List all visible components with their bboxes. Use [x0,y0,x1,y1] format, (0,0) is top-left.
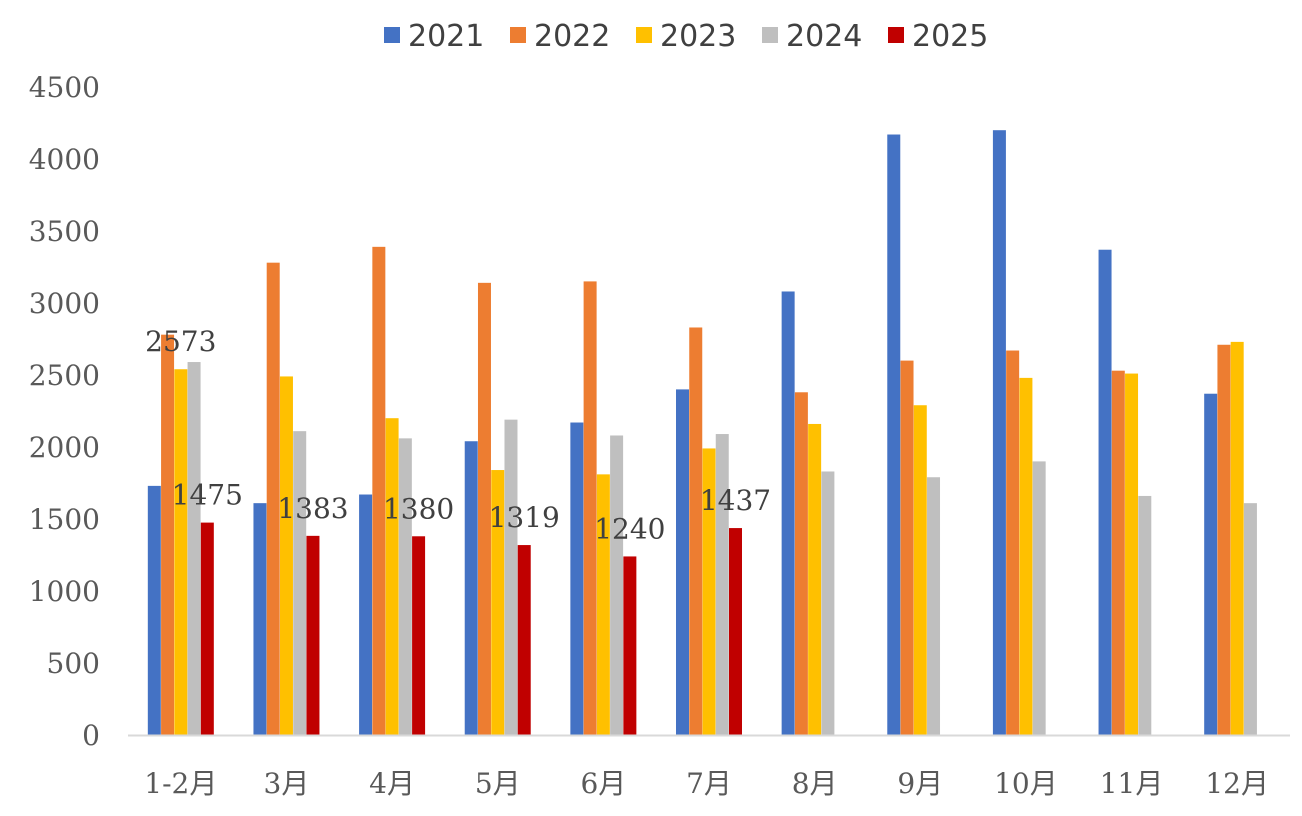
bar-2022 [266,262,280,735]
bar-2023 [491,470,505,735]
bar-2025 [517,545,531,735]
bar-2025 [412,536,426,735]
legend-swatch-2022 [510,27,526,43]
bar-2022 [161,334,175,735]
legend-label-2025: 2025 [912,19,988,54]
bar-2024 [398,438,412,735]
x-tick-label: 10月 [994,767,1058,800]
y-tick-label: 4500 [29,71,100,104]
bar-2025 [623,556,637,735]
bar-2024 [821,471,835,735]
bar-2024 [1032,461,1046,735]
y-tick-label: 2500 [29,359,100,392]
bar-2023 [1230,341,1244,735]
data-label: 1383 [277,492,348,525]
bar-2023 [174,369,188,735]
y-tick-label: 1500 [29,503,100,536]
legend-label-2024: 2024 [786,19,862,54]
bar-2023 [1019,377,1033,735]
bar-2024 [504,419,518,735]
x-tick-label: 1-2月 [144,767,217,800]
bar-2024 [610,435,624,735]
y-tick-label: 500 [47,647,100,680]
data-label: 1380 [383,492,454,525]
x-tick-label: 6月 [580,767,626,800]
bar-2024 [927,477,941,735]
bar-2022 [1217,344,1231,735]
bar-2021 [570,422,584,735]
data-label: 1240 [594,512,665,545]
y-tick-label: 3000 [29,287,100,320]
bar-2023 [385,418,399,735]
legend-swatch-2021 [384,27,400,43]
x-tick-label: 9月 [897,767,943,800]
legend-swatch-2024 [762,27,778,43]
y-axis: 0 500 1000 1500 2000 2500 3000 3500 4000 4500 [29,71,100,752]
y-tick-label: 2000 [29,431,100,464]
data-labels: 2573 1475 1383 1380 1319 1240 1437 [145,325,771,545]
x-tick-label: 4月 [369,767,415,800]
data-label: 1319 [489,501,560,534]
bar-2022 [372,246,386,735]
x-axis: 1-2月 3月 4月 5月 6月 7月 8月 9月 10月 11月 12月 [128,734,1290,800]
bar-2021 [147,485,161,735]
bar-2024 [1243,503,1257,735]
bar-2023 [596,474,610,735]
bar-2022 [477,282,491,735]
bars [147,130,1257,735]
bar-2022 [583,281,597,735]
bar-2021 [464,441,478,735]
data-label: 2573 [145,325,216,358]
bar-2024 [293,431,307,735]
x-tick-label: 5月 [475,767,521,800]
bar-2021 [359,494,373,735]
legend-label-2023: 2023 [660,19,736,54]
bar-2023 [1125,373,1139,735]
bar-2023 [808,423,822,735]
bar-2025 [306,535,320,735]
bar-2023 [913,405,927,735]
bar-2022 [900,360,914,735]
x-tick-label: 8月 [792,767,838,800]
legend-swatch-2025 [888,27,904,43]
x-tick-label: 3月 [264,767,310,800]
bar-2021 [676,389,689,735]
y-tick-label: 4000 [29,143,100,176]
legend-label-2022: 2022 [534,19,610,54]
bar-2021 [887,134,901,735]
x-tick-label: 11月 [1100,767,1164,800]
bar-2021 [1098,249,1112,735]
bar-2021 [1204,393,1218,735]
bar-2025 [200,522,214,735]
y-tick-label: 3500 [29,215,100,248]
legend-label-2021: 2021 [408,19,484,54]
bar-2024 [1138,495,1152,735]
x-tick-label: 7月 [686,767,732,800]
bar-2025 [729,528,742,735]
bar-2021 [781,291,795,735]
bar-2023 [279,376,293,735]
bar-2024 [715,434,729,735]
bar-2022 [1006,350,1020,735]
bar-2023 [702,448,716,735]
bar-2022 [794,392,808,735]
data-label: 1475 [172,479,243,512]
x-tick-label: 12月 [1205,767,1269,800]
legend-swatch-2023 [636,27,652,43]
bar-2021 [253,503,267,735]
y-tick-label: 0 [82,719,100,752]
bar-2024 [187,362,201,735]
legend: 2021 2022 2023 2024 2025 [384,19,988,54]
data-label: 1437 [700,484,771,517]
bar-2021 [992,130,1006,735]
bar-2022 [1111,370,1125,735]
bar-2022 [689,327,703,735]
y-tick-label: 1000 [29,575,100,608]
